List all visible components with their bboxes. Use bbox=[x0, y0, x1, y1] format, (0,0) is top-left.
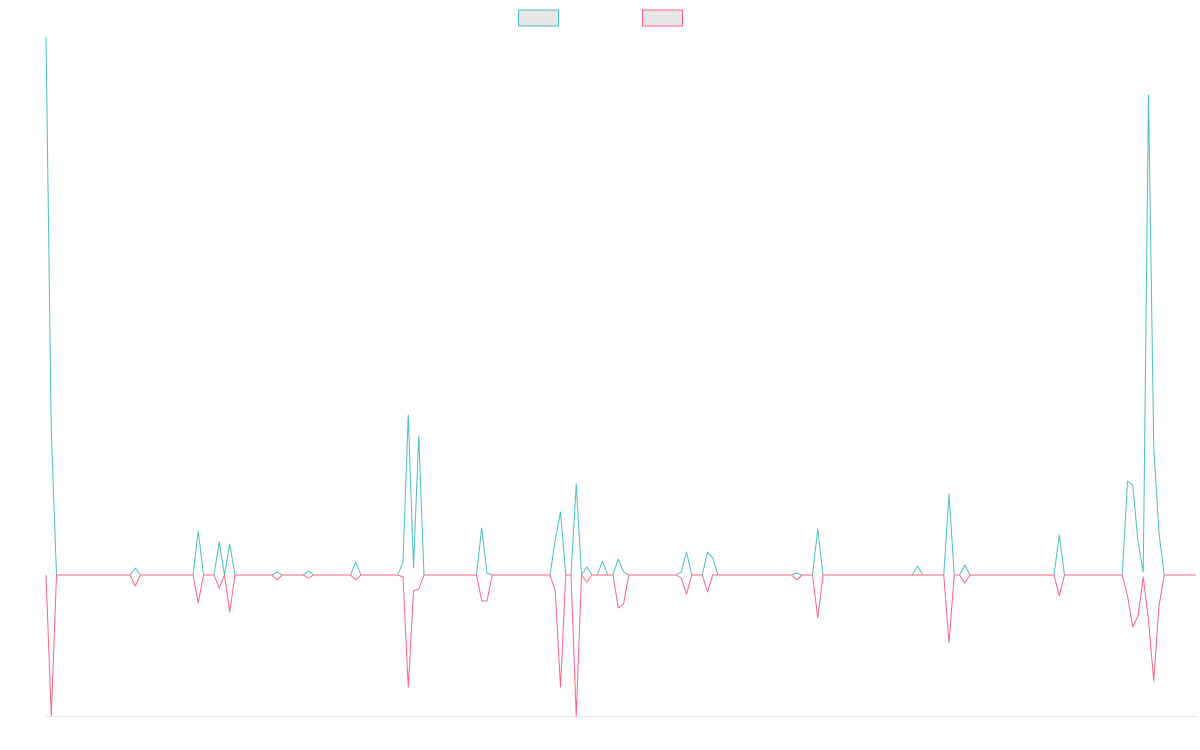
series-line bbox=[45, 36, 1196, 576]
series-line bbox=[45, 574, 1196, 717]
legend-swatch[interactable] bbox=[642, 9, 683, 27]
legend-swatch[interactable] bbox=[518, 9, 559, 27]
